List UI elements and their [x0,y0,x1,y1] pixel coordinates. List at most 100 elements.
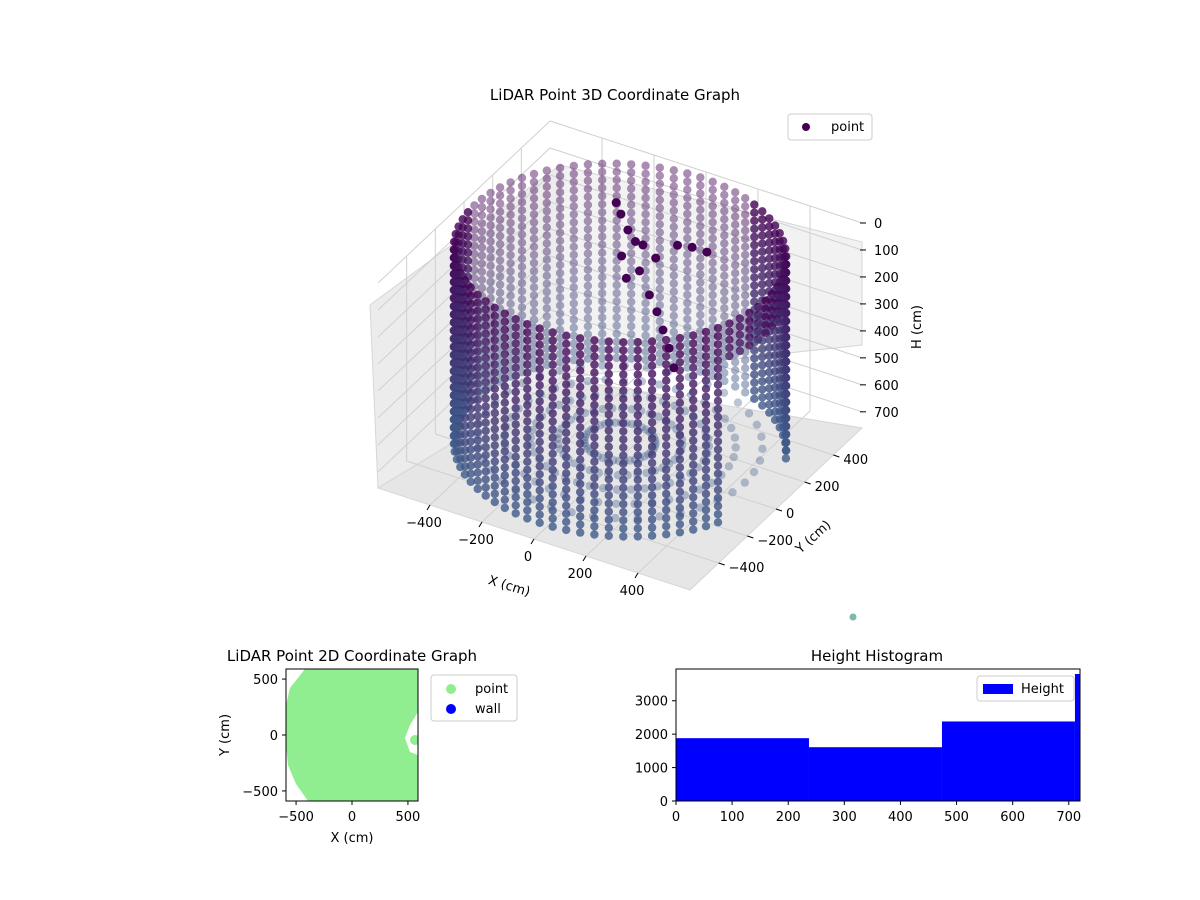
data-point [535,445,544,455]
data-point [619,532,628,541]
data-point [576,512,585,521]
data-point [642,468,651,478]
data-point [604,426,613,435]
data-point [696,173,705,182]
data-point [569,291,578,300]
data-point [655,163,664,172]
data-point [731,374,740,383]
data-point [765,392,774,401]
data-point [486,221,495,230]
data-point [523,441,532,450]
data-point [576,528,585,537]
data-point [647,483,657,492]
data-point [604,483,613,492]
data-point [669,352,678,361]
data-point [713,477,723,486]
y-tick-3d [833,454,840,458]
data-point [720,239,729,248]
data-point [449,431,459,441]
data-point [542,271,551,280]
data-point [548,417,557,426]
data-point [495,183,505,192]
data-point [683,209,692,219]
plot-area-2d [286,669,418,801]
data-point [758,369,767,378]
data-point [535,429,544,438]
data-point [750,224,759,234]
data-point [731,236,740,245]
data-point [750,281,759,290]
data-point [470,201,479,210]
data-point [542,295,551,305]
data-point [590,457,599,466]
data-point [511,363,520,372]
data-point [490,433,499,442]
data-point [701,497,711,507]
data-point [470,209,479,218]
data-point [669,287,678,296]
data-point [627,281,636,290]
data-point [535,455,544,464]
data-point [481,451,490,460]
data-point [689,355,698,364]
data-point [758,344,767,354]
data-point [511,468,520,478]
data-point [598,453,607,463]
data-point [633,427,642,436]
data-point [689,509,698,518]
data-point [765,384,774,393]
data-point [633,475,642,484]
data-point [619,362,628,371]
data-point [569,258,578,268]
data-point [506,210,515,219]
data-point [647,450,657,459]
data-point [542,190,551,200]
data-point [548,368,557,378]
data-point [731,443,740,452]
legend-3d-marker [802,123,810,131]
y-tick-label-2d: −500 [242,785,278,800]
data-point [523,344,532,353]
data-point [490,441,499,450]
x-tick-label-histogram: 600 [1000,810,1025,825]
data-point [731,212,740,221]
data-point [562,525,571,535]
data-point [633,451,642,460]
data-point [720,320,729,329]
data-point [641,210,650,219]
data-point [500,398,509,407]
legend-2d-marker-point [446,684,456,694]
data-point [731,382,740,391]
data-point [570,459,579,468]
data-point [542,320,551,329]
data-point [481,321,490,330]
data-point [708,258,717,267]
data-point [612,289,621,298]
data-point [770,415,780,425]
data-point [655,292,664,302]
data-point [741,210,750,219]
data-point [523,465,532,474]
data-point [647,434,657,443]
data-point [652,307,662,317]
data-point [473,379,482,388]
data-point [576,374,585,383]
data-point [612,232,621,241]
data-point [720,352,729,361]
data-point [683,274,692,283]
data-point [598,191,607,201]
data-point [490,344,499,353]
data-point [702,247,712,257]
data-point [555,196,565,205]
data-point [580,432,590,442]
data-point [735,314,745,323]
data-point [696,221,705,231]
data-point [535,397,544,406]
data-point [495,215,505,224]
data-point [640,484,649,493]
data-point [470,265,479,275]
data-point [641,177,650,187]
data-point [548,409,557,418]
data-point [511,484,520,494]
